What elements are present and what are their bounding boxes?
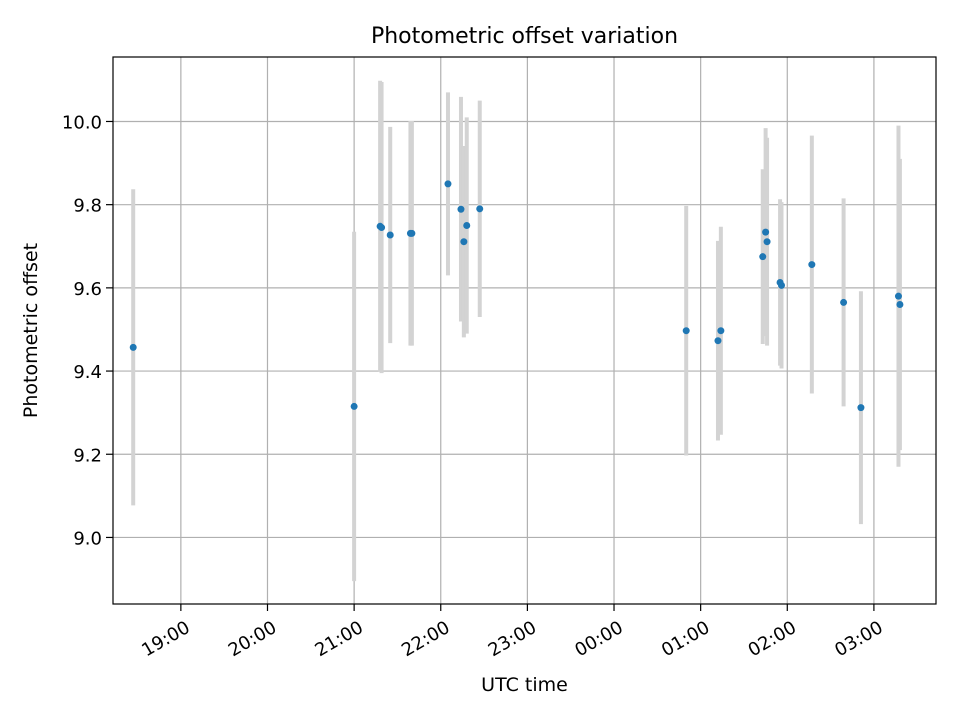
- data-point: [759, 253, 767, 261]
- data-point: [682, 327, 690, 335]
- data-point: [778, 281, 786, 289]
- y-tick-label: 9.8: [73, 196, 102, 217]
- x-axis-label: UTC time: [481, 674, 568, 696]
- data-point: [762, 228, 770, 236]
- data-point: [717, 327, 725, 335]
- data-point: [763, 238, 771, 246]
- data-point: [714, 337, 722, 345]
- chart-title: Photometric offset variation: [371, 24, 678, 49]
- data-point: [808, 261, 816, 269]
- data-point: [408, 229, 416, 237]
- data-point: [386, 231, 394, 239]
- data-point: [444, 180, 452, 188]
- y-tick-label: 9.0: [73, 528, 102, 549]
- y-tick-label: 9.2: [73, 445, 102, 466]
- data-point: [457, 205, 465, 213]
- y-axis-ticks: 9.0 9.2 9.4 9.6 9.8 10.0: [62, 112, 113, 549]
- data-point: [896, 301, 904, 309]
- data-point: [857, 404, 865, 412]
- data-points: [129, 180, 904, 412]
- data-point: [476, 205, 484, 213]
- y-tick-label: 9.6: [73, 279, 102, 300]
- y-tick-label: 10.0: [62, 112, 102, 133]
- data-point: [463, 221, 471, 229]
- data-point: [129, 343, 137, 351]
- data-point: [460, 238, 468, 246]
- data-point: [840, 298, 848, 306]
- y-axis-label: Photometric offset: [20, 243, 42, 418]
- data-point: [350, 402, 358, 410]
- data-point: [894, 292, 902, 300]
- y-tick-label: 9.4: [73, 362, 102, 383]
- grid-lines: [113, 57, 936, 604]
- plot-frame: [112, 56, 937, 605]
- data-point: [378, 224, 386, 232]
